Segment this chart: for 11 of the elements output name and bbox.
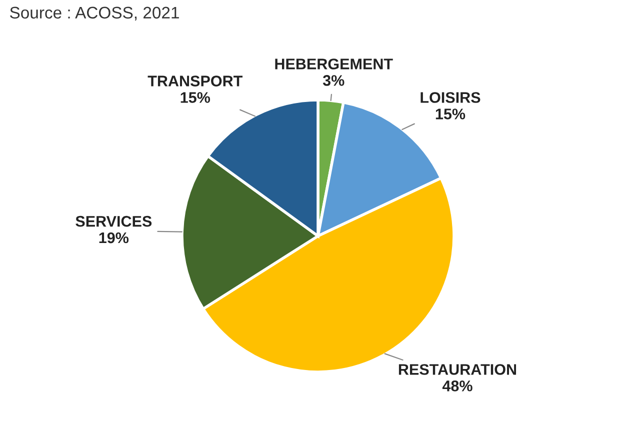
data-label: 3% — [322, 75, 344, 86]
source-note: Source : ACOSS, 2021 — [10, 6, 179, 21]
slice-label: SERVICES — [76, 216, 152, 227]
slice-label: HEBERGEMENT — [275, 58, 393, 70]
data-label: 15% — [180, 92, 210, 103]
slice-label: TRANSPORT — [148, 76, 243, 86]
slice-label: LOISIRS — [420, 92, 480, 103]
slice-label: RESTAURATION — [398, 364, 516, 375]
data-label: 15% — [436, 108, 466, 120]
data-label: 48% — [442, 380, 472, 392]
data-label: 19% — [99, 232, 129, 244]
